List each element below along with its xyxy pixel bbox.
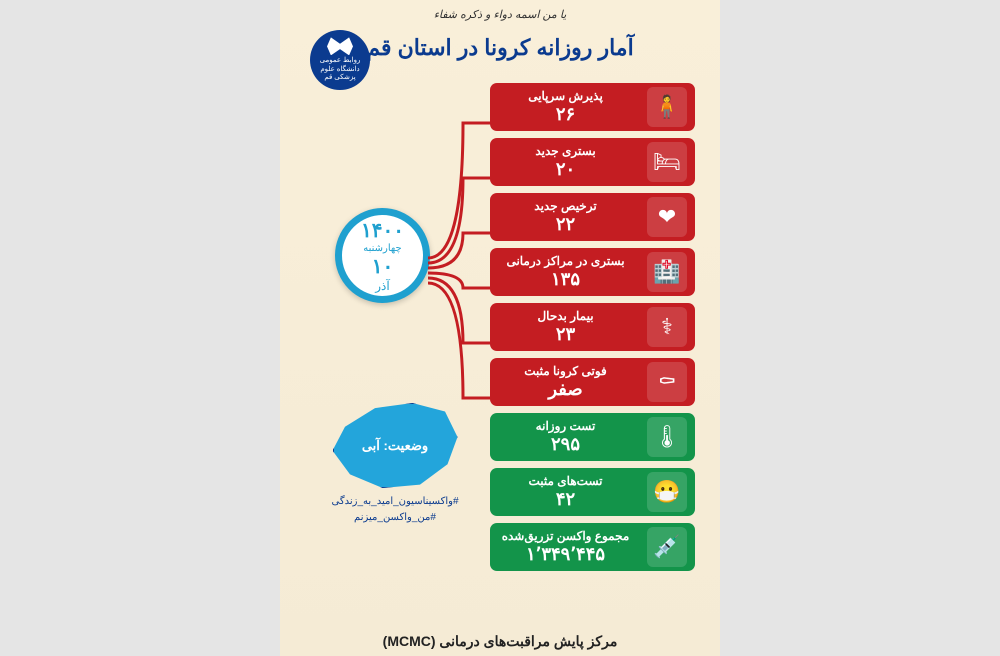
stat-icon: 🌡 — [647, 417, 687, 457]
stat-row: 🌡تست روزانه۲۹۵ — [490, 413, 695, 461]
stat-row: ⚕بیمار بدحال۲۳ — [490, 303, 695, 351]
stat-text: تست روزانه۲۹۵ — [490, 420, 641, 454]
stat-row: ❤ترخیص جدید۲۲ — [490, 193, 695, 241]
canvas: یا من اسمه دواء و ذکره شفاء روابط عمومی … — [0, 0, 1000, 656]
stat-label: بستری جدید — [490, 145, 641, 159]
stat-icon: ⚰ — [647, 362, 687, 402]
header: یا من اسمه دواء و ذکره شفاء روابط عمومی … — [280, 0, 720, 65]
stat-value: ۲۰ — [490, 159, 641, 180]
stat-value: صفر — [490, 379, 641, 400]
stat-label: ترخیص جدید — [490, 200, 641, 214]
stat-label: بیمار بدحال — [490, 310, 641, 324]
stat-value: ۱٬۳۴۹٬۴۴۵ — [490, 544, 641, 565]
stat-text: مجموع واکسن تزریق‌شده۱٬۳۴۹٬۴۴۵ — [490, 530, 641, 564]
stat-label: پذیرش سرپایی — [490, 90, 641, 104]
calligraphy-text: یا من اسمه دواء و ذکره شفاء — [280, 8, 720, 21]
stat-text: بستری در مراکز درمانی۱۳۵ — [490, 255, 641, 289]
stat-text: پذیرش سرپایی۲۶ — [490, 90, 641, 124]
stat-label: بستری در مراکز درمانی — [490, 255, 641, 269]
stat-row: 😷تست‌های مثبت۴۲ — [490, 468, 695, 516]
hashtags: #واکسیناسیون_امید_به_زندگی #من_واکسن_میز… — [315, 494, 475, 526]
status-value: آبی — [362, 438, 380, 454]
date-badge: ۱۴۰۰ چهارشنبه ۱۰ آذر — [335, 208, 430, 303]
stat-icon: 🛏 — [647, 142, 687, 182]
university-logo: روابط عمومی دانشگاه علوم پزشکی قم — [310, 30, 370, 90]
stat-text: فوتی کرونا مثبتصفر — [490, 365, 641, 399]
stat-value: ۲۲ — [490, 214, 641, 235]
logo-line1: روابط عمومی — [320, 57, 361, 65]
date-weekday: چهارشنبه — [363, 243, 401, 254]
status-label: وضعیت: — [384, 438, 429, 454]
stat-row: ⚰فوتی کرونا مثبتصفر — [490, 358, 695, 406]
connector-lines — [428, 103, 498, 433]
stat-icon: ❤ — [647, 197, 687, 237]
content-area: ۱۴۰۰ چهارشنبه ۱۰ آذر 🧍پذیرش سرپایی۲۶🛏بست… — [280, 83, 720, 583]
stat-label: مجموع واکسن تزریق‌شده — [490, 530, 641, 544]
stat-value: ۲۹۵ — [490, 434, 641, 455]
date-month: آذر — [375, 279, 389, 293]
stat-label: فوتی کرونا مثبت — [490, 365, 641, 379]
stat-row: 🛏بستری جدید۲۰ — [490, 138, 695, 186]
province-map: وضعیت: آبی — [333, 403, 458, 488]
stat-label: تست روزانه — [490, 420, 641, 434]
map-area: وضعیت: آبی #واکسیناسیون_امید_به_زندگی #م… — [315, 403, 475, 526]
stat-value: ۱۳۵ — [490, 269, 641, 290]
stat-row: 💉مجموع واکسن تزریق‌شده۱٬۳۴۹٬۴۴۵ — [490, 523, 695, 571]
stat-text: بیمار بدحال۲۳ — [490, 310, 641, 344]
stat-icon: 🧍 — [647, 87, 687, 127]
stat-label: تست‌های مثبت — [490, 475, 641, 489]
stat-text: بستری جدید۲۰ — [490, 145, 641, 179]
stat-icon: 😷 — [647, 472, 687, 512]
stat-icon: 🏥 — [647, 252, 687, 292]
stat-row: 🏥بستری در مراکز درمانی۱۳۵ — [490, 248, 695, 296]
logo-line2: دانشگاه علوم پزشکی قم — [310, 66, 370, 83]
stat-value: ۲۳ — [490, 324, 641, 345]
stat-value: ۴۲ — [490, 489, 641, 510]
logo-icon — [327, 37, 353, 55]
stat-icon: 💉 — [647, 527, 687, 567]
stat-text: تست‌های مثبت۴۲ — [490, 475, 641, 509]
stat-row: 🧍پذیرش سرپایی۲۶ — [490, 83, 695, 131]
stat-icon: ⚕ — [647, 307, 687, 347]
hashtag-1: #واکسیناسیون_امید_به_زندگی — [315, 494, 475, 510]
date-year: ۱۴۰۰ — [361, 218, 404, 243]
stat-value: ۲۶ — [490, 104, 641, 125]
stat-text: ترخیص جدید۲۲ — [490, 200, 641, 234]
date-day: ۱۰ — [372, 254, 393, 279]
infographic-poster: یا من اسمه دواء و ذکره شفاء روابط عمومی … — [280, 0, 720, 656]
stats-list: 🧍پذیرش سرپایی۲۶🛏بستری جدید۲۰❤ترخیص جدید۲… — [490, 83, 695, 571]
footer-text: مرکز پایش مراقبت‌های درمانی (MCMC) — [280, 633, 720, 650]
hashtag-2: #من_واکسن_میزنم — [315, 510, 475, 526]
